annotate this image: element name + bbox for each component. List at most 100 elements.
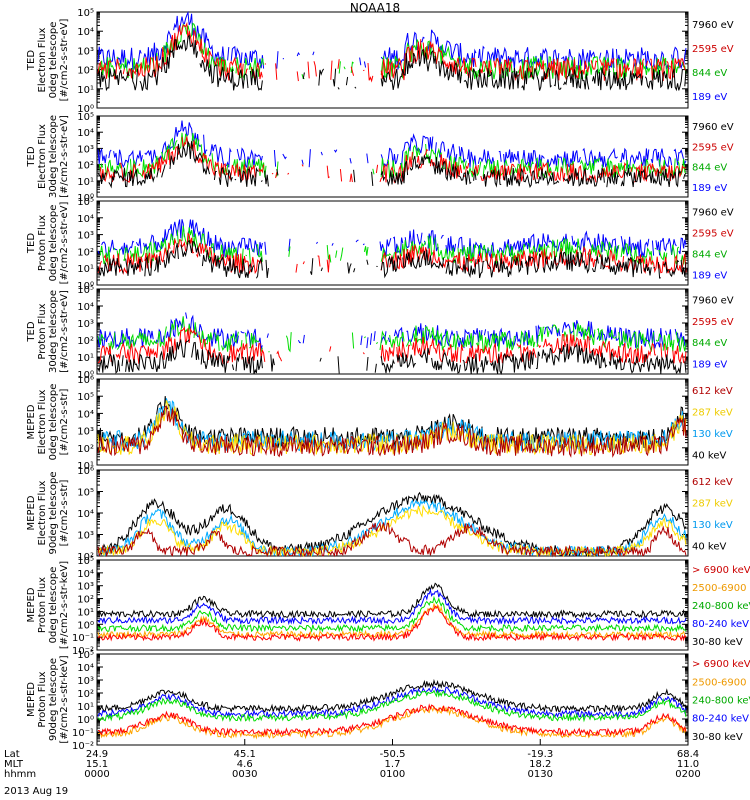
series-30-80-kev (97, 678, 687, 713)
legend-612-kev: 612 keV (692, 386, 733, 397)
y-tick-label: 10⁶ (77, 375, 94, 386)
y-axis-label: Proton Flux (37, 303, 48, 359)
y-tick-label: 10⁴ (77, 214, 94, 225)
series-7960-ev (97, 34, 687, 92)
x-row-label: hhmm (4, 769, 36, 780)
series-287-kev (97, 504, 687, 558)
series-2595-ev (97, 21, 687, 83)
y-axis-label: Electron Flux (37, 27, 48, 92)
y-tick-label: 10³ (77, 531, 94, 542)
x-tick-label: 11.0 (677, 759, 699, 770)
y-axis-label: [#/cm2-s-str-keV] (59, 655, 70, 743)
series-240-800-kev (97, 595, 687, 633)
legend-287-kev: 287 keV (692, 498, 733, 509)
y-tick-label: 10² (77, 552, 94, 563)
y-tick-label: 10³ (77, 231, 94, 242)
legend-80-240-kev: 80-240 keV (692, 619, 749, 630)
legend-30-80-kev: 30-80 keV (692, 732, 743, 743)
x-tick-label: 0130 (528, 769, 553, 780)
legend-7960-ev: 7960 eV (692, 208, 734, 219)
y-tick-label: 10² (77, 66, 94, 77)
y-tick-label: 10² (77, 689, 94, 700)
legend-130-kev: 130 keV (692, 429, 733, 440)
y-tick-label: 10³ (77, 144, 94, 155)
y-tick-label: 10⁰ (77, 620, 94, 631)
y-axis-label: 30deg telescope (48, 115, 59, 198)
x-tick-label: 1.7 (385, 759, 401, 770)
legend-844-ev: 844 eV (692, 250, 727, 261)
y-tick-label: 10⁵ (77, 285, 94, 296)
y-tick-label: 10⁰ (77, 370, 94, 381)
y-axis-label: TED (26, 321, 37, 342)
series-30-80-kev (97, 582, 687, 619)
y-axis-label: MEPED (26, 404, 37, 439)
y-tick-label: 10³ (77, 46, 94, 57)
y-axis-label: MEPED (26, 587, 37, 622)
legend-40-kev: 40 keV (692, 541, 726, 552)
panel-5: 10¹ 10² 10³ 10⁴ 10⁵ 10⁶ MEPED Electron Flux 0deg… (26, 375, 733, 472)
legend-130-kev: 130 keV (692, 520, 733, 531)
y-axis-label: Proton Flux (37, 215, 48, 271)
series--6900-kev (97, 605, 687, 642)
y-axis-label: Electron Flux (37, 480, 48, 545)
y-tick-label: 10⁵ (77, 392, 94, 403)
x-tick-label: 0100 (380, 769, 405, 780)
panel-frame (96, 469, 689, 557)
legend-7960-ev: 7960 eV (692, 296, 734, 307)
y-tick-label: 10⁴ (77, 409, 94, 420)
y-tick-label: 10¹ (77, 85, 94, 96)
x-tick-label: -19.3 (527, 749, 553, 760)
y-axis-label: [#/cm2-s-str-eV] (59, 202, 70, 285)
y-tick-label: 10⁻¹ (72, 633, 94, 644)
legend-30-80-kev: 30-80 keV (692, 637, 743, 648)
legend-2595-ev: 2595 eV (692, 44, 734, 55)
legend-240-800-kev: 240-800 keV (692, 696, 750, 707)
y-tick-label: 10⁴ (77, 302, 94, 313)
series-612-kev (97, 521, 687, 558)
y-axis-label: TED (26, 146, 37, 167)
y-axis-label: [#/cm2-s-str-eV] (59, 19, 70, 102)
y-tick-label: 10² (77, 336, 94, 347)
y-tick-label: 10¹ (77, 461, 94, 472)
y-axis-label: TED (26, 50, 37, 71)
y-axis-label: [#/cm2-s-str-eV] (59, 115, 70, 198)
series-844-ev (97, 22, 687, 81)
y-tick-label: 10⁰ (77, 104, 94, 115)
y-axis-label: 0deg telescope (48, 384, 59, 461)
x-tick-label: 0200 (675, 769, 700, 780)
y-axis-label: 30deg telescope (48, 290, 59, 373)
y-tick-label: 10³ (77, 676, 94, 687)
y-axis-label: 0deg telescope (48, 22, 59, 99)
y-tick-label: 10³ (77, 427, 94, 438)
legend-287-kev: 287 keV (692, 407, 733, 418)
y-tick-label: 10² (77, 595, 94, 606)
y-tick-label: 10¹ (77, 353, 94, 364)
y-axis-label: Electron Flux (37, 389, 48, 454)
legend-80-240-kev: 80-240 keV (692, 714, 749, 725)
legend-7960-ev: 7960 eV (692, 122, 734, 133)
x-tick-label: 24.9 (86, 749, 108, 760)
series-612-kev (97, 405, 687, 458)
panel-3: 10⁰ 10¹ 10² 10³ 10⁴ 10⁵ TED Proton Flux 0deg tel… (26, 197, 734, 292)
legend-189-ev: 189 eV (692, 359, 727, 370)
y-tick-label: 10² (77, 247, 94, 258)
y-tick-label: 10² (77, 161, 94, 172)
series-240-800-kev (97, 689, 687, 723)
panel-1: 10⁰ 10¹ 10² 10³ 10⁴ 10⁵ TED Electron Flux 0deg t… (26, 8, 734, 115)
y-axis-label: [#/cm2-s-str-eV] (59, 290, 70, 373)
y-tick-label: 10⁵ (77, 488, 94, 499)
y-tick-label: 10⁴ (77, 128, 94, 139)
legend-240-800-kev: 240-800 keV (692, 601, 750, 612)
x-tick-label: 4.6 (237, 759, 253, 770)
y-tick-label: 10⁰ (77, 281, 94, 292)
legend-844-ev: 844 eV (692, 68, 727, 79)
legend-40-kev: 40 keV (692, 450, 726, 461)
panel-frame (96, 378, 689, 466)
legend--6900-kev: > 6900 keV (692, 659, 750, 670)
series-7960-ev (97, 239, 687, 279)
y-tick-label: 10¹ (77, 264, 94, 275)
y-axis-label: 0deg telescope (48, 205, 59, 282)
